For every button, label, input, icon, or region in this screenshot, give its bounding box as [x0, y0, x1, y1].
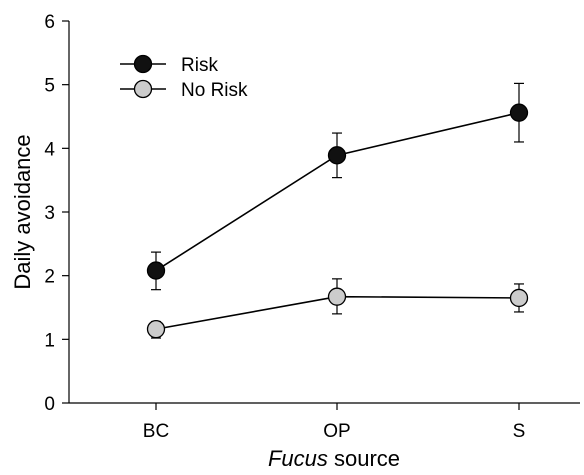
x-axis-label: Fucus source — [268, 446, 400, 471]
legend: Risk No Risk — [120, 54, 248, 101]
legend-marker — [133, 79, 153, 99]
series-1 — [146, 278, 529, 339]
series-0 — [146, 82, 529, 291]
data-point — [509, 103, 529, 122]
y-tick-label: 1 — [44, 330, 55, 351]
series-layer — [146, 82, 529, 339]
y-tick-label: 3 — [44, 203, 55, 224]
legend-item-1: No Risk — [120, 79, 248, 101]
y-tick-label: 0 — [44, 394, 55, 415]
y-axis-label: Daily avoidance — [10, 134, 35, 289]
x-axis-label-rest: source — [328, 446, 400, 471]
data-point — [327, 287, 347, 306]
x-axis-label-italic: Fucus — [268, 446, 328, 471]
data-point — [146, 319, 166, 339]
legend-marker — [133, 54, 153, 74]
y-tick-label: 6 — [44, 12, 55, 33]
legend-item-0: Risk — [120, 54, 218, 76]
x-tick-label: BC — [143, 421, 169, 442]
data-point — [146, 261, 166, 280]
x-tick-label: S — [513, 421, 526, 442]
axes: 0 1 2 3 4 5 6 BC OP S — [44, 12, 580, 442]
legend-label: Risk — [181, 55, 218, 76]
y-tick-label: 4 — [44, 139, 55, 160]
y-tick-label: 5 — [44, 76, 55, 97]
y-tick-label: 2 — [44, 267, 55, 288]
x-tick-label: OP — [323, 421, 350, 442]
legend-label: No Risk — [181, 80, 248, 101]
data-point — [509, 288, 529, 308]
data-point — [327, 146, 347, 165]
